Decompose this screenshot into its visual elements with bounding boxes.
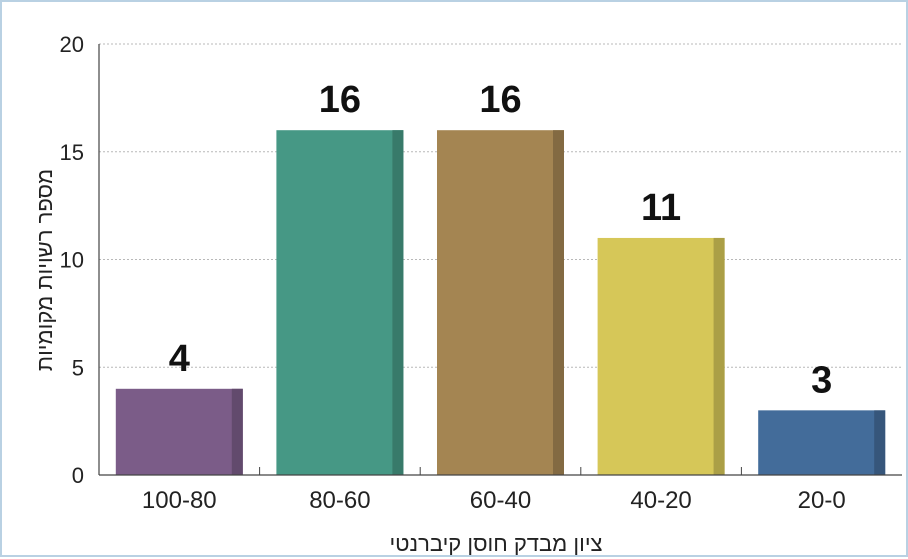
bar-shadow xyxy=(553,130,564,475)
data-label: 11 xyxy=(641,187,681,229)
data-label: 3 xyxy=(811,359,832,401)
x-tick-label: 80-60 xyxy=(309,487,370,514)
y-axis-title: מספר רשויות מקומיות xyxy=(32,169,57,371)
y-tick-label: 0 xyxy=(72,463,84,488)
bar-shadow xyxy=(392,130,404,475)
data-label: 16 xyxy=(479,79,521,121)
y-tick-label: 5 xyxy=(72,355,84,380)
x-tick-label: 40-20 xyxy=(630,487,691,514)
x-axis-title: ציון מבדק חוסן קיברנטי xyxy=(389,531,602,556)
x-tick-label: 100-80 xyxy=(142,487,217,514)
y-tick-label: 15 xyxy=(60,140,84,165)
bar xyxy=(276,130,404,475)
bar-shadow xyxy=(874,410,886,475)
y-tick-label: 10 xyxy=(60,248,84,273)
axes xyxy=(98,44,902,476)
bar-shadow xyxy=(713,237,725,475)
bar xyxy=(437,130,564,475)
bars xyxy=(115,130,886,475)
data-label: 16 xyxy=(319,79,361,121)
bar xyxy=(597,237,725,475)
bar-shadow xyxy=(231,388,243,475)
bar xyxy=(115,388,243,475)
labels: 0 5 10 15 20 4 100-80 16 80-60 16 60-40 11 40-20 3 20-… xyxy=(60,32,846,514)
data-label: 4 xyxy=(169,338,190,380)
y-tick-label: 20 xyxy=(60,32,84,57)
bar xyxy=(758,410,886,475)
x-tick-label: 60-40 xyxy=(470,487,531,514)
x-tick-label: 20-0 xyxy=(798,487,846,514)
